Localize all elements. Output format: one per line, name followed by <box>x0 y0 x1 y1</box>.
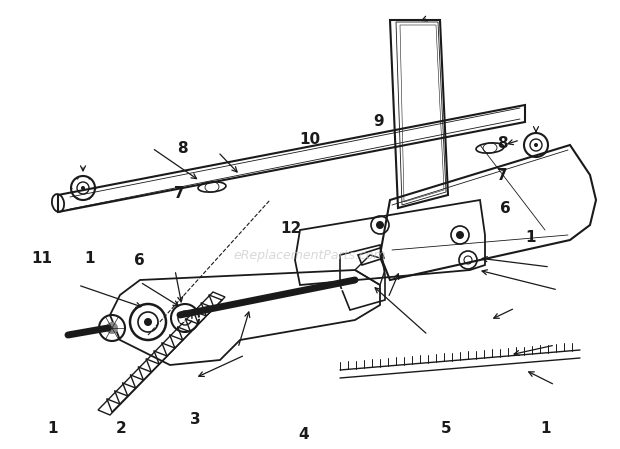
Text: 4: 4 <box>298 427 309 442</box>
Text: 5: 5 <box>441 421 452 436</box>
Text: 11: 11 <box>32 251 53 266</box>
Text: 6: 6 <box>500 201 511 216</box>
Text: 12: 12 <box>281 221 302 237</box>
Text: 7: 7 <box>497 167 508 183</box>
Text: 8: 8 <box>177 141 188 156</box>
Text: 2: 2 <box>115 421 126 436</box>
Text: 9: 9 <box>373 114 384 129</box>
Text: 10: 10 <box>299 132 321 147</box>
Circle shape <box>106 322 118 334</box>
Circle shape <box>144 318 152 326</box>
Text: 6: 6 <box>134 253 145 268</box>
Circle shape <box>534 143 538 147</box>
Text: 7: 7 <box>174 185 185 201</box>
Text: 3: 3 <box>190 412 201 427</box>
Circle shape <box>376 221 384 229</box>
Text: 1: 1 <box>85 251 95 266</box>
Text: 1: 1 <box>48 421 58 436</box>
Text: eReplacementParts.com: eReplacementParts.com <box>234 248 386 261</box>
Circle shape <box>81 186 85 190</box>
Text: 8: 8 <box>497 136 508 151</box>
Text: 1: 1 <box>541 421 551 436</box>
Circle shape <box>456 231 464 239</box>
Text: 1: 1 <box>525 230 535 246</box>
